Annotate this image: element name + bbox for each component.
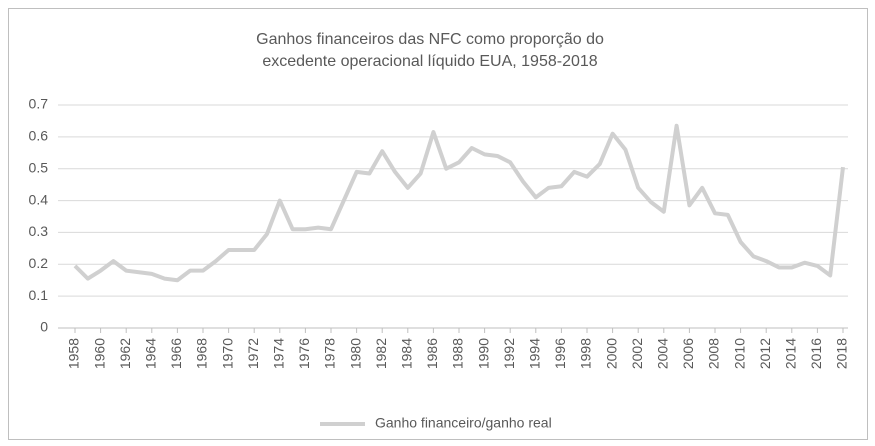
x-tick-label: 1962	[117, 338, 133, 369]
x-tick-label: 1972	[245, 338, 261, 369]
x-tick-label: 1998	[578, 338, 594, 369]
x-tick-label: 2016	[808, 338, 824, 369]
y-tick-label: 0.4	[29, 191, 49, 207]
x-tick-label: 2002	[629, 338, 645, 369]
x-tick-label: 1970	[219, 338, 235, 369]
legend-label: Ganho financeiro/ganho real	[375, 415, 552, 431]
x-tick-label: 2014	[783, 338, 799, 369]
x-tick-label: 1968	[194, 338, 210, 369]
y-tick-label: 0.3	[29, 223, 49, 239]
x-tick-label: 1966	[168, 338, 184, 369]
y-tick-label: 0.5	[29, 159, 49, 175]
x-tick-label: 1978	[322, 338, 338, 369]
x-tick-label: 2018	[834, 338, 850, 369]
x-tick-label: 1984	[399, 338, 415, 369]
x-tick-label: 1986	[424, 338, 440, 369]
x-tick-label: 1992	[501, 338, 517, 369]
x-tick-label: 1960	[91, 338, 107, 369]
x-tick-label: 2000	[603, 338, 619, 369]
x-tick-label: 2010	[731, 338, 747, 369]
x-tick-label: 1982	[373, 338, 389, 369]
x-tick-label: 1990	[475, 338, 491, 369]
x-tick-label: 1988	[450, 338, 466, 369]
y-tick-label: 0	[40, 319, 48, 335]
chart-title: excedente operacional líquido EUA, 1958-…	[262, 53, 597, 70]
x-tick-label: 1976	[296, 338, 312, 369]
chart-title: Ganhos financeiros das NFC como proporçã…	[256, 31, 604, 48]
x-tick-label: 1958	[66, 338, 82, 369]
y-tick-label: 0.7	[29, 96, 49, 112]
y-tick-label: 0.1	[29, 287, 49, 303]
x-tick-label: 2008	[706, 338, 722, 369]
x-tick-label: 1980	[347, 338, 363, 369]
x-tick-label: 2004	[655, 338, 671, 369]
x-tick-label: 2012	[757, 338, 773, 369]
x-tick-label: 1964	[143, 338, 159, 369]
x-tick-label: 2006	[680, 338, 696, 369]
x-tick-label: 1974	[271, 338, 287, 369]
chart-frame	[8, 8, 868, 440]
x-tick-label: 1994	[527, 338, 543, 369]
y-tick-label: 0.2	[29, 255, 49, 271]
y-tick-label: 0.6	[29, 128, 49, 144]
x-tick-label: 1996	[552, 338, 568, 369]
line	[73, 123, 845, 283]
